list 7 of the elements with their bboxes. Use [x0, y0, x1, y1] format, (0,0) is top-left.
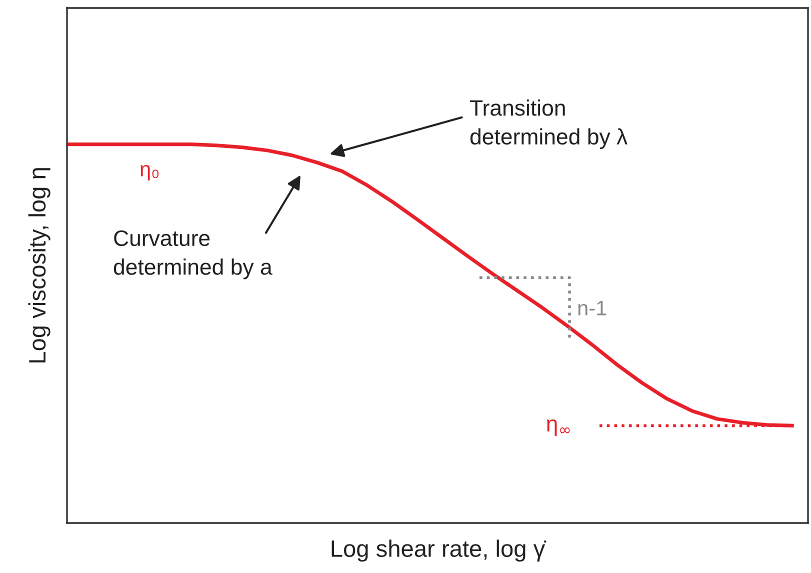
ref-line-label: η$_{∞}$: [546, 419, 570, 436]
x-axis-title: Log shear rate, log γ̇: [332, 540, 546, 562]
annotation: Curvature determined by a: [114, 230, 272, 280]
annotation: Transition determined by λ: [470, 100, 628, 149]
annotation: η₀: [140, 165, 159, 181]
y-axis-title: Log viscosity, log η: [28, 168, 50, 362]
annotation: n-1: [578, 300, 606, 316]
